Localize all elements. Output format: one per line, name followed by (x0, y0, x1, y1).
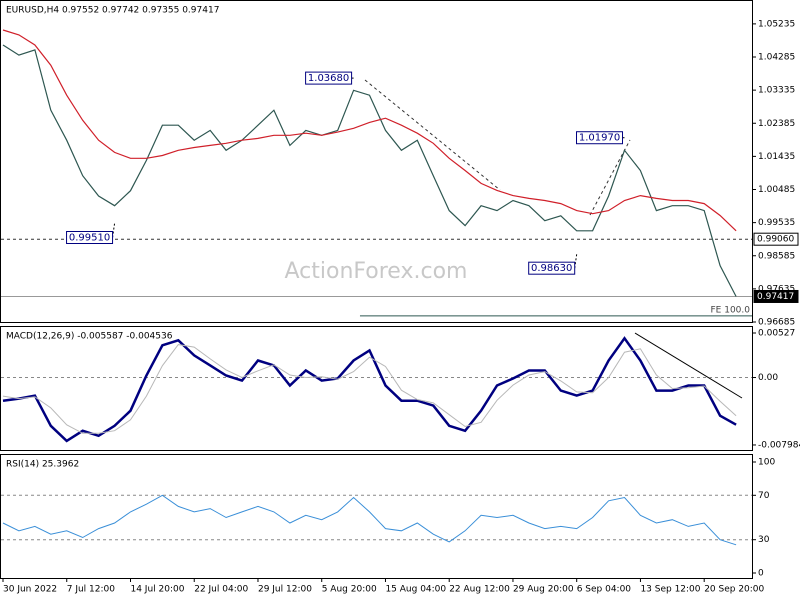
x-tick-label: 29 Aug 20:00 (513, 585, 574, 595)
y-tick-label: -0.007984 (758, 440, 800, 450)
x-tick-label: 30 Jun 2022 (3, 585, 57, 595)
series-line (2, 344, 737, 434)
annotation-label: 1.03680 (308, 73, 349, 84)
macd-title: MACD(12,26,9) -0.005587 -0.004536 (6, 332, 173, 342)
y-tick-label: 1.00485 (758, 185, 795, 195)
annotation-box (305, 71, 353, 85)
annotation-box (66, 230, 114, 244)
rsi-title: RSI(14) 25.3962 (6, 460, 79, 470)
y-tick-label: 1.02385 (758, 119, 795, 129)
y-tick-label: 0.00 (758, 373, 778, 383)
y-tick-label: 0.96685 (758, 318, 795, 328)
y-tick-label: 30 (758, 535, 770, 545)
price-label-box (753, 232, 799, 246)
y-tick-label: 0.98585 (758, 251, 795, 261)
y-tick-label: 1.04285 (758, 53, 795, 63)
y-tick-label: 0.97635 (758, 284, 795, 294)
price-label: 0.97417 (757, 292, 794, 302)
price-panel (0, 0, 753, 323)
annotation-label: 1.01970 (579, 133, 620, 144)
x-tick-label: 20 Sep 20:00 (704, 585, 764, 595)
price-label: 0.99060 (757, 235, 794, 245)
price-label-box (753, 289, 799, 303)
chart-title: EURUSD,H4 0.97552 0.97742 0.97355 0.9741… (6, 6, 219, 16)
trend-line (589, 139, 631, 216)
annotation-box (528, 261, 576, 275)
x-tick-label: 5 Aug 20:00 (322, 585, 377, 595)
x-tick-label: 15 Aug 04:00 (385, 585, 446, 595)
x-tick-label: 22 Aug 12:00 (449, 585, 510, 595)
trend-line (364, 79, 501, 191)
y-tick-label: 0 (758, 569, 764, 579)
x-tick-label: 6 Sep 04:00 (577, 585, 632, 595)
annotation-box (576, 131, 624, 145)
y-tick-label: 0.99535 (758, 218, 795, 228)
trend-line (634, 332, 743, 399)
y-tick-label: 70 (758, 491, 770, 501)
annotation-label: 0.99510 (69, 232, 110, 243)
series-line (2, 29, 737, 232)
rsi-panel (0, 454, 753, 579)
y-tick-label: 0.00527 (758, 328, 795, 338)
macd-panel (0, 326, 753, 451)
y-tick-label: 1.03335 (758, 86, 795, 96)
y-tick-label: 100 (758, 457, 775, 467)
annotation-label: 0.98630 (531, 263, 572, 274)
y-tick-label: 1.01435 (758, 152, 795, 162)
x-tick-label: 7 Jul 12:00 (67, 585, 116, 595)
x-tick-label: 13 Sep 12:00 (640, 585, 700, 595)
x-tick-label: 29 Jul 12:00 (258, 585, 312, 595)
fe-label: FE 100.0 (711, 305, 751, 315)
y-tick-label: 1.05235 (758, 19, 795, 29)
series-line (2, 494, 737, 546)
watermark: ActionForex.com (285, 259, 468, 284)
series-line (2, 336, 737, 443)
x-tick-label: 22 Jul 04:00 (194, 585, 248, 595)
x-tick-label: 14 Jul 20:00 (130, 585, 184, 595)
series-line (2, 44, 737, 297)
